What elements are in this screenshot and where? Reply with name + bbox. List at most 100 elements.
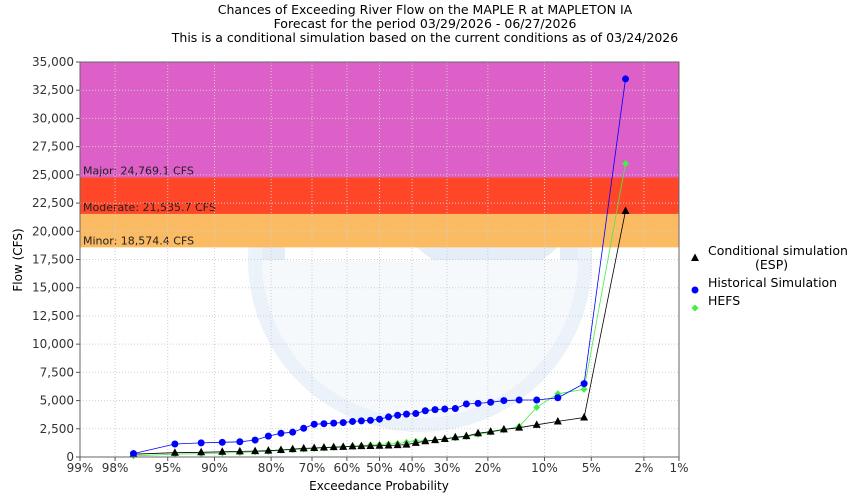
flood-band-moderate [80,177,679,214]
data-point-conditional-simulation-esp [251,446,260,455]
data-point-conditional-simulation-esp [474,428,483,437]
data-point-historical-simulation [394,411,402,419]
data-point-historical-simulation [376,415,383,423]
data-point-conditional-simulation-esp [451,432,460,441]
data-point-historical-simulation [277,429,285,437]
data-point-historical-simulation [289,428,297,436]
series-conditional-simulation-esp [129,206,630,458]
y-tick-label: 35,000 [32,55,74,69]
y-tick-label: 17,500 [32,253,74,267]
plot-area: Major: 24,769.1 CFS Moderate: 21,535.7 CF… [79,61,680,460]
data-point-conditional-simulation-esp [197,447,206,456]
y-tick-label: 12,500 [32,309,74,323]
data-point-conditional-simulation-esp [411,438,420,446]
data-point-historical-simulation [171,440,179,448]
x-tick-label: 95% [154,461,181,475]
data-point-historical-simulation [431,406,439,414]
data-point-conditional-simulation-esp [421,436,430,445]
data-point-conditional-simulation-esp [486,427,495,435]
x-tick-label: 10% [531,461,558,475]
y-axis: 0 2,500 5,000 7,500 10,000 12,500 15,000 17,500… [32,55,80,464]
data-point-conditional-simulation-esp [440,434,449,442]
data-point-conditional-simulation-esp [357,441,366,450]
data-point-historical-simulation [349,417,357,425]
data-point-historical-simulation [515,396,523,404]
data-point-historical-simulation [402,410,410,418]
flood-band-label-major: Major: 24,769.1 CFS [83,164,194,177]
chart-title: Chances of Exceeding River Flow on the M… [171,2,678,45]
legend: Conditional simulation (ESP) Historical Si… [691,243,848,312]
data-point-conditional-simulation-esp [218,447,227,455]
data-point-historical-simulation [385,413,393,421]
data-point-conditional-simulation-esp [329,442,338,451]
data-point-historical-simulation [474,399,482,407]
data-point-conditional-simulation-esp [299,443,308,452]
x-tick-label: 20% [475,461,502,475]
data-point-historical-simulation [129,450,137,458]
data-point-conditional-simulation-esp [621,206,630,214]
x-tick-label: 50% [366,461,393,475]
y-tick-label: 30,000 [32,111,74,125]
data-point-conditional-simulation-esp [431,435,440,444]
y-tick-label: 2,500 [40,422,74,436]
data-point-conditional-simulation-esp [310,443,319,451]
x-tick-label: 98% [102,461,129,475]
data-point-historical-simulation [218,438,226,446]
data-point-historical-simulation [554,394,562,402]
data-point-historical-simulation [412,410,420,418]
x-tick-label: 5% [582,461,601,475]
data-point-historical-simulation [236,438,244,446]
data-point-conditional-simulation-esp [375,441,384,449]
x-tick-label: 1% [669,461,688,475]
data-point-conditional-simulation-esp [235,446,244,455]
data-point-historical-simulation [451,404,459,412]
data-point-conditional-simulation-esp [553,416,562,425]
y-tick-label: 27,500 [32,140,74,154]
x-tick-label: 40% [399,461,426,475]
x-tick-label: 60% [334,461,361,475]
data-point-historical-simulation [251,436,259,444]
legend-item-hefs: HEFS [691,293,740,312]
x-tick-label: 90% [201,461,228,475]
data-point-conditional-simulation-esp [393,440,402,449]
y-tick-label: 25,000 [32,168,74,182]
x-axis: 99% 98% 95% 90% 80% 70% 60% 50% 40% 30% 20% 10% 5% 2%… [67,457,689,475]
data-point-historical-simulation [487,398,495,406]
flood-band-label-minor: Minor: 18,574.4 CFS [83,234,194,247]
series-historical-simulation [129,75,630,458]
legend-label-hefs: HEFS [708,293,740,308]
data-point-conditional-simulation-esp [339,442,348,450]
data-point-historical-simulation [366,416,374,424]
data-point-conditional-simulation-esp [462,431,471,440]
y-tick-label: 20,000 [32,224,74,238]
data-point-historical-simulation [330,419,338,427]
y-tick-label: 10,000 [32,337,74,351]
data-point-conditional-simulation-esp [366,441,375,449]
data-point-hefs [533,403,541,411]
data-point-hefs [580,385,588,393]
x-tick-label: 99% [67,461,94,475]
data-point-historical-simulation [339,419,347,427]
data-point-historical-simulation [357,417,365,425]
data-point-conditional-simulation-esp [319,443,328,451]
data-point-historical-simulation [197,439,205,447]
legend-item-conditional-simulation-esp: Conditional simulation (ESP) [691,243,848,272]
data-point-conditional-simulation-esp [288,444,297,453]
legend-item-historical-simulation: Historical Simulation [691,275,837,294]
data-point-historical-simulation [300,424,308,432]
data-point-conditional-simulation-esp [384,440,393,449]
data-point-historical-simulation [320,420,328,428]
flood-band-label-moderate: Moderate: 21,535.7 CFS [83,201,216,214]
data-point-conditional-simulation-esp [580,413,589,421]
data-point-historical-simulation [264,432,272,440]
data-point-historical-simulation [421,407,429,415]
chart-title-line-1: Chances of Exceeding River Flow on the M… [218,2,633,17]
legend-label-historical-simulation: Historical Simulation [708,275,837,290]
data-point-historical-simulation [310,420,318,428]
data-point-conditional-simulation-esp [402,440,411,448]
y-tick-label: 15,000 [32,281,74,295]
x-tick-label: 80% [258,461,285,475]
x-tick-label: 2% [634,461,653,475]
x-tick-label: 70% [299,461,326,475]
